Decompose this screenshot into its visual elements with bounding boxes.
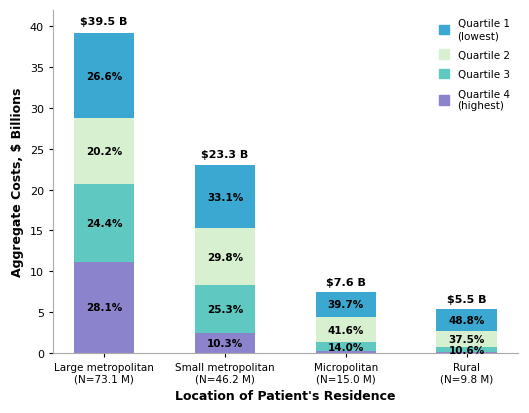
Text: $23.3 B: $23.3 B	[202, 149, 249, 159]
Text: 26.6%: 26.6%	[86, 71, 122, 81]
Bar	[436, 352, 497, 353]
Text: 10.6%: 10.6%	[449, 345, 485, 355]
Bar	[74, 119, 134, 184]
Bar	[436, 331, 497, 348]
Bar	[195, 285, 255, 333]
Text: 25.3%: 25.3%	[207, 304, 243, 314]
Text: 10.3%: 10.3%	[207, 338, 243, 348]
Bar	[74, 184, 134, 263]
Bar	[195, 229, 255, 285]
Text: 29.8%: 29.8%	[207, 252, 243, 262]
Bar	[316, 343, 376, 351]
Bar	[316, 351, 376, 353]
Text: 33.1%: 33.1%	[207, 192, 243, 202]
Bar	[195, 166, 255, 229]
Bar	[316, 317, 376, 343]
Text: $39.5 B: $39.5 B	[80, 17, 128, 27]
Text: 48.8%: 48.8%	[449, 315, 485, 325]
Text: 14.0%: 14.0%	[327, 342, 364, 352]
Text: 39.7%: 39.7%	[327, 299, 364, 310]
Bar	[195, 333, 255, 353]
Bar	[74, 263, 134, 353]
Text: $5.5 B: $5.5 B	[447, 294, 486, 304]
Text: 20.2%: 20.2%	[86, 147, 122, 157]
X-axis label: Location of Patient's Residence: Location of Patient's Residence	[175, 389, 396, 402]
Bar	[436, 309, 497, 331]
Text: 24.4%: 24.4%	[86, 218, 122, 228]
Text: 28.1%: 28.1%	[86, 303, 122, 313]
Y-axis label: Aggregate Costs, $ Billions: Aggregate Costs, $ Billions	[11, 88, 24, 276]
Bar	[316, 292, 376, 317]
Text: $7.6 B: $7.6 B	[326, 277, 366, 287]
Bar	[436, 348, 497, 352]
Bar	[74, 34, 134, 119]
Text: 37.5%: 37.5%	[449, 334, 485, 344]
Legend: Quartile 1
(lowest), Quartile 2, Quartile 3, Quartile 4
(highest): Quartile 1 (lowest), Quartile 2, Quartil…	[436, 16, 513, 114]
Text: 41.6%: 41.6%	[327, 325, 364, 335]
